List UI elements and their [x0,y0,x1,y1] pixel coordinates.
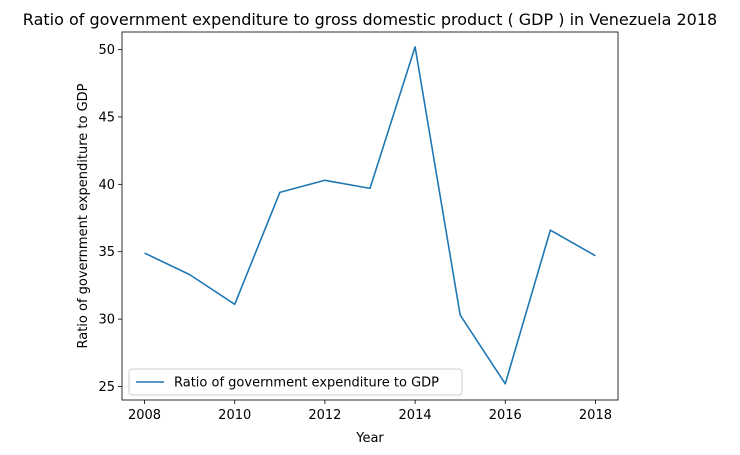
legend-label: Ratio of government expenditure to GDP [174,376,439,391]
y-tick-label: 35 [98,245,115,260]
x-tick-label: 2014 [399,408,432,423]
x-tick-label: 2010 [218,408,251,423]
plot-area: 2008 2010 2012 2014 2016 2018 25 30 35 40 45 50 [98,31,619,423]
y-tick-label: 30 [98,313,115,328]
series-layer [144,46,596,385]
x-tick-label: 2016 [489,408,522,423]
chart-title: Ratio of government expenditure to gross… [23,10,717,29]
y-tick-label: 50 [98,43,115,58]
y-tick-label: 25 [98,380,115,395]
x-axis-label: Year [355,431,384,446]
plot-frame [121,31,619,401]
series-line [144,46,596,385]
x-tick-label: 2012 [308,408,341,423]
y-axis-label: Ratio of government expenditure to GDP [76,83,91,348]
y-tick-label: 40 [98,178,115,193]
legend: Ratio of government expenditure to GDP [128,368,463,396]
x-axis: 2008 2010 2012 2014 2016 2018 [128,400,612,423]
y-axis: 25 30 35 40 45 50 [98,43,122,395]
y-tick-label: 45 [98,110,115,125]
x-tick-label: 2018 [579,408,612,423]
legend-frame [128,368,463,396]
x-tick-label: 2008 [128,408,161,423]
